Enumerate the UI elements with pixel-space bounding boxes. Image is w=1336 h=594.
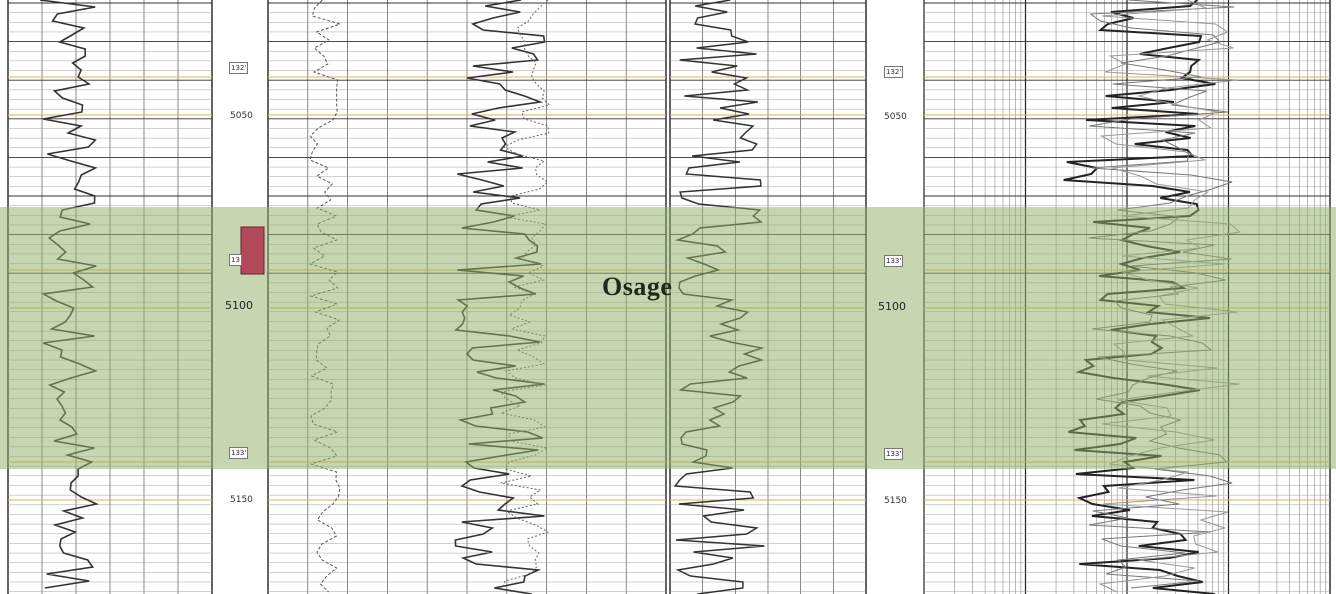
osage-zone-label: Osage: [602, 272, 673, 301]
depth-tag-b2: 133': [884, 255, 904, 267]
depth-tag-a3: 133': [229, 447, 249, 459]
depth-label-b1: 5050: [884, 112, 907, 122]
depth-label-a2: 5100: [225, 299, 253, 312]
osage-zone-band: [0, 207, 1336, 469]
core-sample-marker: [240, 226, 265, 275]
depth-tag-b1: 132': [884, 66, 904, 78]
depth-label-b3: 5150: [884, 496, 907, 506]
depth-tag-a2: 13: [229, 254, 242, 266]
depth-label-a1: 5050: [230, 111, 253, 121]
depth-tag-a1: 132': [229, 62, 249, 74]
depth-tag-b3: 133': [884, 448, 904, 460]
depth-label-b2: 5100: [878, 300, 906, 313]
depth-label-a3: 5150: [230, 495, 253, 505]
